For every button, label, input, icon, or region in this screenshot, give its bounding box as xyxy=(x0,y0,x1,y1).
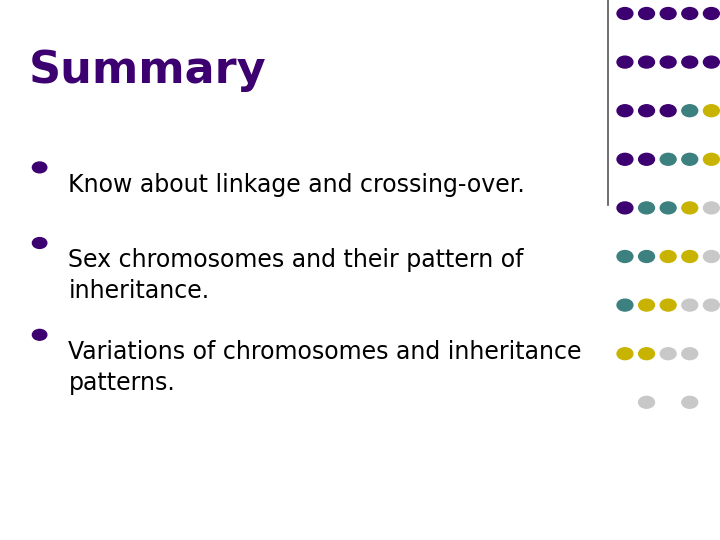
Text: Summary: Summary xyxy=(29,49,266,92)
Circle shape xyxy=(660,8,676,19)
Circle shape xyxy=(682,348,698,360)
Circle shape xyxy=(639,251,654,262)
Circle shape xyxy=(617,153,633,165)
Circle shape xyxy=(32,238,47,248)
Text: Sex chromosomes and their pattern of
inheritance.: Sex chromosomes and their pattern of inh… xyxy=(68,248,524,303)
Circle shape xyxy=(617,105,633,117)
Circle shape xyxy=(617,56,633,68)
Circle shape xyxy=(682,56,698,68)
Circle shape xyxy=(660,105,676,117)
Text: Know about linkage and crossing-over.: Know about linkage and crossing-over. xyxy=(68,173,525,197)
Circle shape xyxy=(617,251,633,262)
Circle shape xyxy=(660,153,676,165)
Circle shape xyxy=(639,299,654,311)
Circle shape xyxy=(682,251,698,262)
Circle shape xyxy=(682,153,698,165)
Circle shape xyxy=(617,202,633,214)
Circle shape xyxy=(682,202,698,214)
Circle shape xyxy=(682,396,698,408)
Circle shape xyxy=(682,299,698,311)
Circle shape xyxy=(660,299,676,311)
Circle shape xyxy=(639,396,654,408)
Circle shape xyxy=(660,56,676,68)
Circle shape xyxy=(639,153,654,165)
Circle shape xyxy=(703,105,719,117)
Circle shape xyxy=(660,348,676,360)
Circle shape xyxy=(660,251,676,262)
Circle shape xyxy=(639,56,654,68)
Circle shape xyxy=(639,348,654,360)
Circle shape xyxy=(703,251,719,262)
Circle shape xyxy=(639,8,654,19)
Circle shape xyxy=(639,202,654,214)
Circle shape xyxy=(682,105,698,117)
Circle shape xyxy=(660,202,676,214)
Circle shape xyxy=(682,8,698,19)
Circle shape xyxy=(703,202,719,214)
Circle shape xyxy=(639,105,654,117)
Circle shape xyxy=(703,153,719,165)
Circle shape xyxy=(32,162,47,173)
Circle shape xyxy=(32,329,47,340)
Circle shape xyxy=(703,299,719,311)
Circle shape xyxy=(617,348,633,360)
Circle shape xyxy=(703,8,719,19)
Circle shape xyxy=(617,299,633,311)
Text: Variations of chromosomes and inheritance
patterns.: Variations of chromosomes and inheritanc… xyxy=(68,340,582,395)
Circle shape xyxy=(703,56,719,68)
Circle shape xyxy=(617,8,633,19)
